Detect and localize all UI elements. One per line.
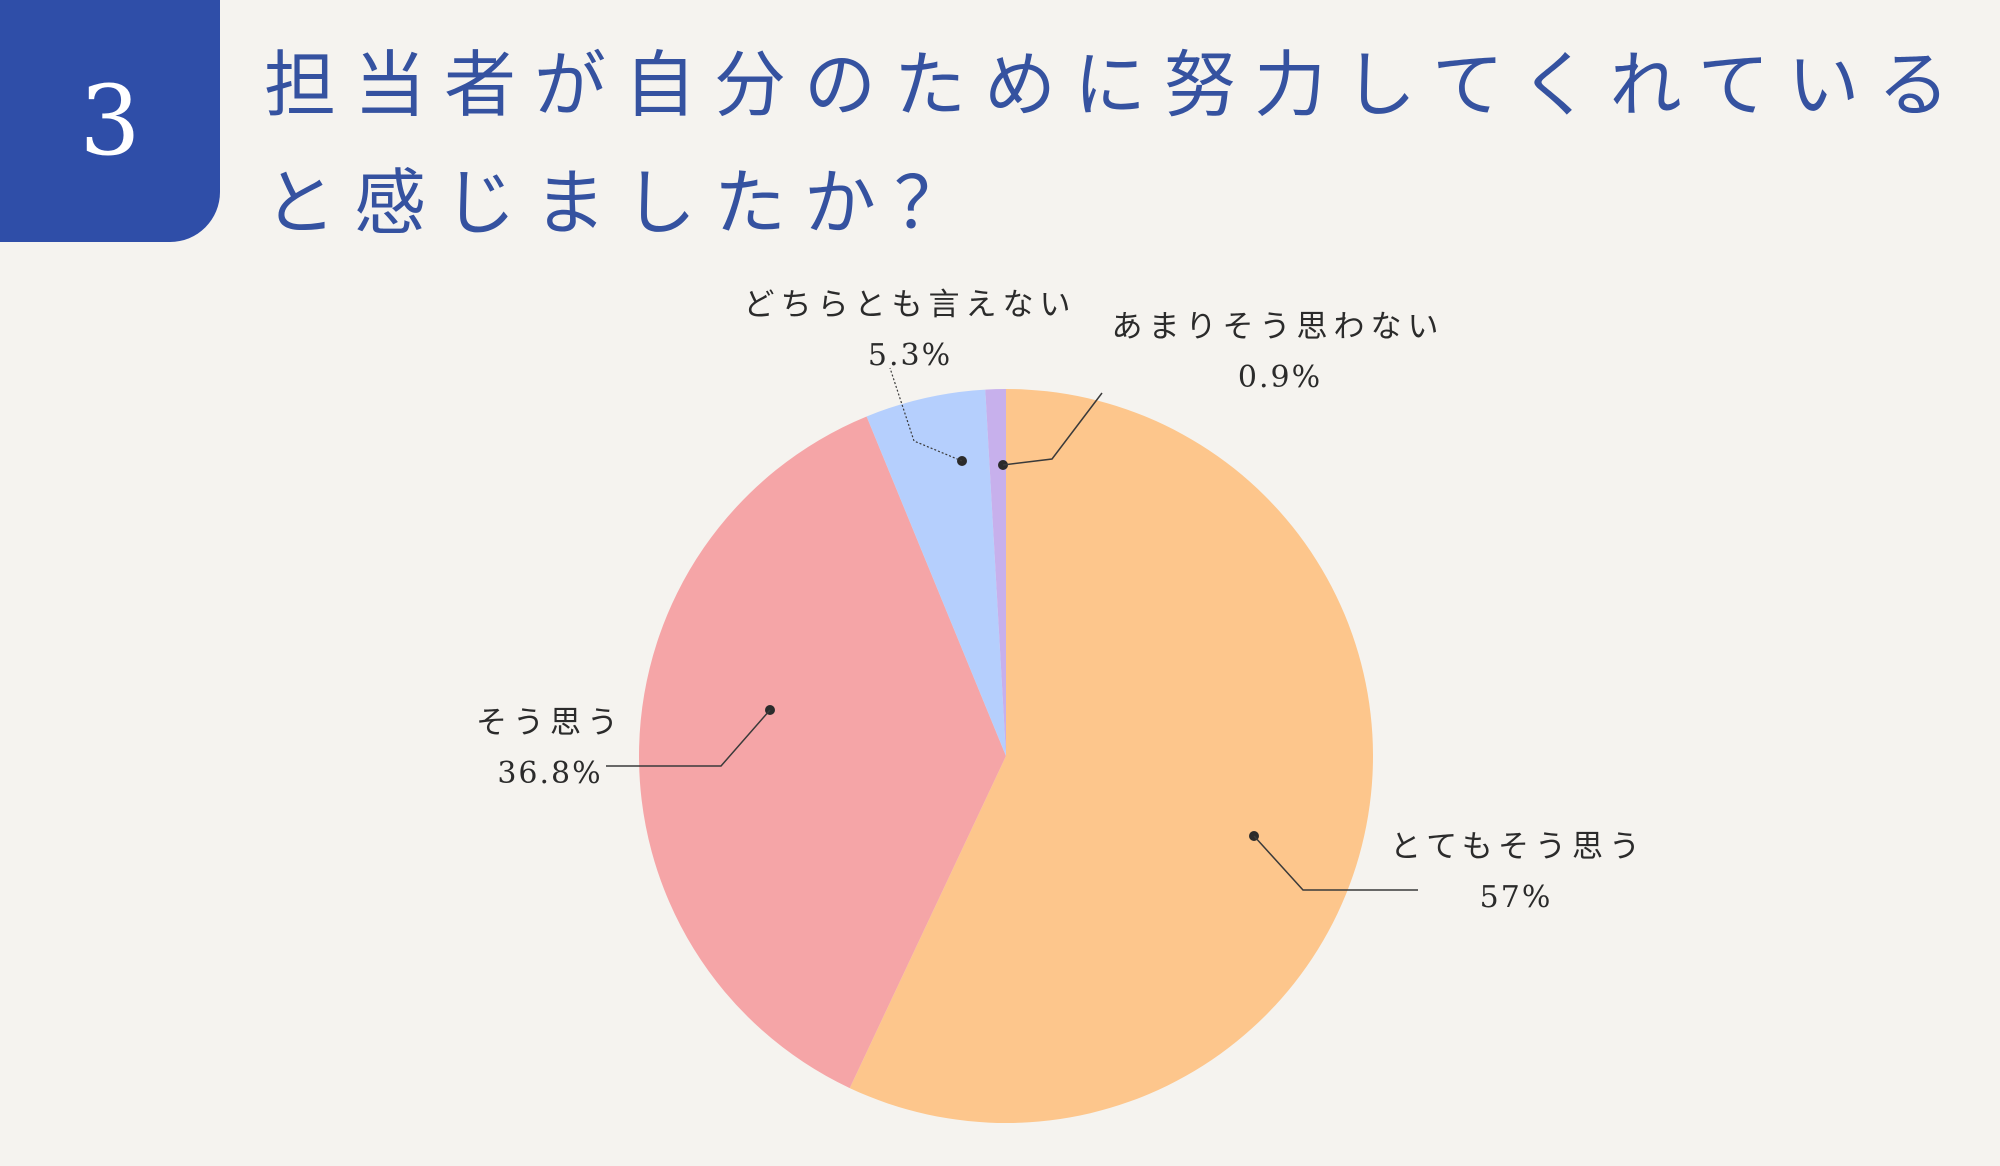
slice-label-2: そう思う xyxy=(476,705,624,741)
pie-slice-3 xyxy=(866,389,1006,756)
slice-value-1: 57% xyxy=(1480,880,1553,915)
slice-label-1: とてもそう思う xyxy=(1390,829,1646,865)
slice-label-4: あまりそう思わない xyxy=(1112,309,1445,345)
pie-slice-4 xyxy=(985,389,1006,756)
pie-slices xyxy=(639,389,1373,1123)
pie-slice-2 xyxy=(639,416,1006,1089)
question-title: 担当者が自分のために努力してくれていると感じましたか？ xyxy=(264,43,1968,245)
leader-line-3 xyxy=(889,367,963,462)
leader-line-1 xyxy=(1253,835,1418,891)
question-number-badge: 3 xyxy=(0,0,220,242)
pie-slice-1 xyxy=(849,389,1373,1123)
slice-value-3: 5.3% xyxy=(868,338,952,373)
leader-line-4 xyxy=(1002,392,1103,466)
slice-labels: とてもそう思う 57% そう思う 36.8% どちらとも言えない 5.3% あまりそう思わな… xyxy=(476,287,1646,915)
slice-value-2: 36.8% xyxy=(497,756,602,791)
slice-label-3: どちらとも言えない xyxy=(744,287,1077,323)
leader-lines xyxy=(606,367,1418,891)
question-number: 3 xyxy=(79,65,141,177)
leader-line-2 xyxy=(606,709,771,767)
slice-value-4: 0.9% xyxy=(1238,360,1322,395)
